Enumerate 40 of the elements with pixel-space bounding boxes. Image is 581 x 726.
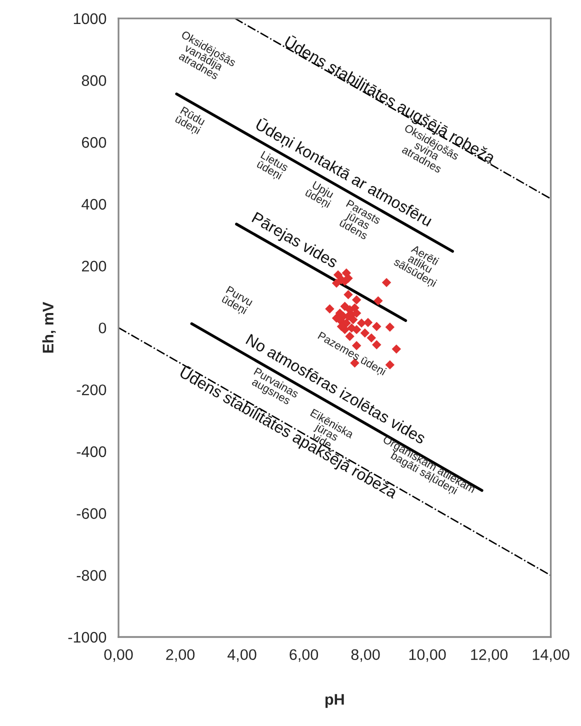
y-tick-label: 400	[82, 198, 106, 210]
x-tick-label: 4,00	[228, 649, 256, 662]
x-axis-title: pH	[325, 694, 344, 708]
point	[333, 270, 343, 280]
point	[332, 314, 342, 323]
point	[344, 290, 353, 300]
y-tick-label: 1000	[74, 13, 106, 24]
x-tick-label: 14,00	[532, 649, 570, 662]
point	[325, 304, 334, 314]
point	[382, 278, 392, 288]
point	[360, 328, 370, 338]
point	[372, 322, 382, 332]
x-tick-label: 2,00	[166, 649, 195, 662]
point	[344, 274, 353, 283]
point	[352, 295, 362, 304]
point	[374, 296, 383, 306]
y-tick-label: -400	[76, 446, 106, 458]
x-tick-label: 0,00	[104, 649, 133, 662]
x-tick-label: 6,00	[290, 649, 318, 662]
y-tick-label: 600	[82, 137, 106, 148]
y-tick-label: -200	[76, 384, 106, 396]
point	[363, 318, 373, 328]
point	[366, 333, 376, 343]
y-tick-label: 0	[98, 322, 106, 334]
point	[385, 322, 395, 332]
y-tick-label: -800	[76, 570, 106, 581]
y-tick-label: -1000	[68, 632, 106, 643]
point	[356, 318, 366, 328]
x-tick-label: 10,00	[409, 649, 446, 662]
point	[372, 340, 382, 350]
y-axis-title: Eh, mV	[42, 302, 56, 353]
x-tick-label: 8,00	[351, 649, 380, 662]
y-tick-label: -600	[76, 508, 106, 519]
point	[340, 302, 350, 311]
y-tick-label: 800	[82, 75, 106, 86]
y-tick-label: 200	[82, 260, 106, 272]
x-tick-label: 12,00	[471, 649, 508, 662]
point	[392, 344, 402, 354]
point	[332, 278, 342, 288]
point	[352, 308, 362, 318]
